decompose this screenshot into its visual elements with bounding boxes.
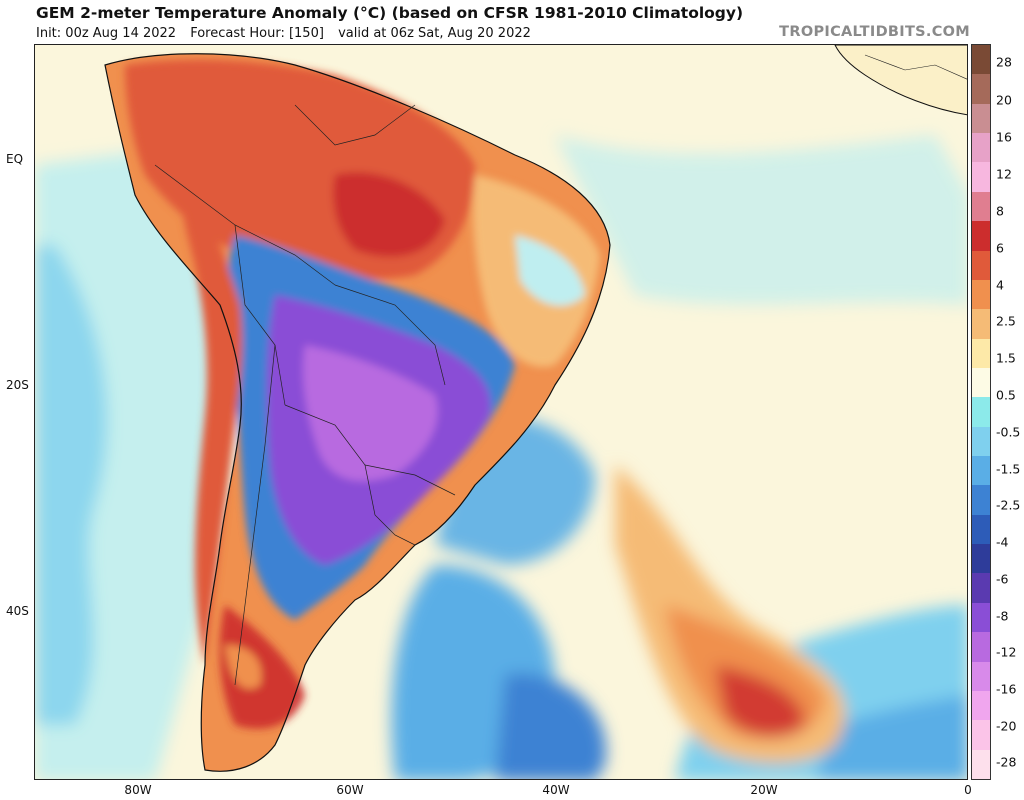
colorbar-cell: [972, 544, 990, 574]
colorbar-label: 1.5: [996, 350, 1016, 366]
colorbar-cell: [972, 456, 990, 486]
colorbar-cell: [972, 661, 990, 692]
lat-label-20s: 20S: [6, 378, 29, 392]
colorbar-label: -1.5: [996, 461, 1021, 477]
lat-label-40s: 40S: [6, 604, 29, 618]
colorbar-label: -12: [996, 644, 1017, 660]
amazon-hot-core: [333, 172, 445, 257]
colorbar-label: 4: [996, 277, 1004, 293]
init-time: Init: 00z Aug 14 2022: [36, 26, 177, 41]
border-line: [364, 464, 456, 496]
lon-label-60w: 60W: [336, 783, 364, 797]
colorbar-cell: [972, 749, 990, 780]
colorbar-label: -4: [996, 534, 1009, 550]
africa-corner: [834, 45, 967, 116]
anomaly-map: [34, 44, 968, 780]
colorbar-cell: [972, 74, 990, 105]
africa-landmass: [834, 45, 967, 116]
colorbar-cell: [972, 103, 990, 134]
atlantic-hot-core: [715, 665, 805, 738]
colorbar-label: -8: [996, 608, 1009, 624]
andes-warm-stripe: [180, 165, 243, 665]
lon-label-40w: 40W: [542, 783, 570, 797]
colorbar-label: -0.5: [996, 424, 1021, 440]
colorbar-cell: [972, 45, 990, 75]
colorbar-label: -28: [996, 754, 1017, 770]
colorbar-label: -20: [996, 718, 1017, 734]
run-info: Init: 00z Aug 14 2022 Forecast Hour: [15…: [36, 26, 541, 41]
colorbar-scale: [971, 44, 991, 780]
lon-label-0: 0: [964, 783, 972, 797]
colorbar-cell: [972, 221, 990, 252]
colorbar-cell: [972, 133, 990, 163]
colorbar-label: -6: [996, 571, 1009, 587]
forecast-hour: Forecast Hour: [150]: [190, 26, 324, 41]
pacific-cool-core: [35, 245, 108, 725]
colorbar-cell: [972, 573, 990, 604]
source-watermark: TROPICALTIDBITS.COM: [779, 24, 970, 40]
colorbar-cell: [972, 514, 990, 545]
colorbar-cell: [972, 338, 990, 369]
colorbar-cell: [972, 162, 990, 193]
colorbar-cell: [972, 309, 990, 340]
border-line: [334, 284, 446, 386]
map-canvas: [35, 45, 967, 779]
border-line: [154, 164, 336, 286]
map-title: GEM 2-meter Temperature Anomaly (°C) (ba…: [36, 4, 744, 22]
southeast-atlantic-cold: [815, 695, 967, 779]
colorbar-label: 12: [996, 166, 1012, 182]
border-line: [234, 224, 286, 406]
colorbar-label: -16: [996, 681, 1017, 697]
coastline: [104, 53, 611, 772]
lon-label-80w: 80W: [124, 783, 152, 797]
colorbar-label: 28: [996, 54, 1012, 70]
colorbar-cell: [972, 720, 990, 751]
colorbar-cell: [972, 397, 990, 428]
country-borders: [154, 104, 456, 686]
colorbar-cell: [972, 485, 990, 516]
colorbar-cell: [972, 602, 990, 633]
colorbar-label: 0.5: [996, 387, 1016, 403]
border-line: [374, 514, 416, 546]
colorbar-label: -2.5: [996, 497, 1021, 513]
border-line: [294, 104, 416, 146]
continent-anomaly-field: [125, 59, 600, 729]
colorbar-cell: [972, 191, 990, 222]
colorbar-label: 8: [996, 203, 1004, 219]
colorbar-cell: [972, 367, 990, 398]
ocean-anomaly-field: [35, 135, 967, 779]
northeast-brazil-cool: [515, 235, 585, 306]
south-america-continent: [104, 53, 611, 772]
colorbar-label: 20: [996, 92, 1012, 108]
cold-outbreak-core: [303, 345, 438, 481]
colorbar-cell: [972, 426, 990, 457]
africa-borders: [864, 54, 967, 80]
south-atlantic-cold-core: [495, 673, 607, 779]
colorbar-label: 16: [996, 129, 1012, 145]
lat-label-eq: EQ: [6, 152, 24, 166]
lon-label-20w: 20W: [750, 783, 778, 797]
colorbar-label: 2.5: [996, 313, 1016, 329]
colorbar-cell: [972, 690, 990, 721]
border-line: [284, 404, 376, 516]
colorbar-cell: [972, 632, 990, 663]
atlantic-cool-north: [555, 135, 967, 305]
border-line: [234, 344, 276, 686]
colorbar-cell: [972, 250, 990, 281]
colorbar-cell: [972, 279, 990, 310]
colorbar-label: 6: [996, 240, 1004, 256]
valid-time: valid at 06z Sat, Aug 20 2022: [338, 26, 531, 41]
patagonia-mild: [225, 645, 262, 689]
